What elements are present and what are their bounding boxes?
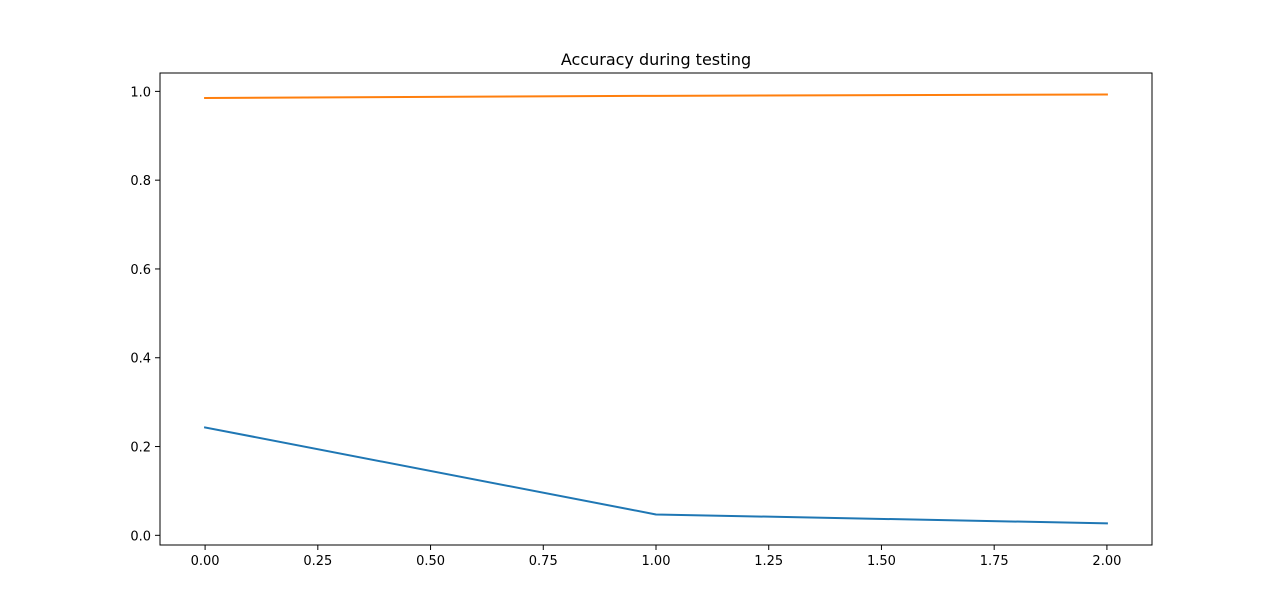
y-tick-label: 0.6 (130, 263, 151, 278)
series-line-2 (204, 93, 1108, 100)
x-tick-label: 1.00 (642, 554, 671, 569)
y-tick-label: 0.2 (130, 441, 151, 456)
x-tick-label: 1.25 (754, 554, 783, 569)
chart-title: Accuracy during testing (561, 50, 751, 69)
series-line-1 (203, 426, 1108, 525)
plot-area: 0.00 0.25 0.50 0.75 1.00 1.25 1.50 1.75 2.00 0.0 0… (130, 72, 1153, 569)
x-tick-label: 0.75 (529, 554, 558, 569)
x-tick-label: 0.50 (416, 554, 445, 569)
y-tick-label: 1.0 (130, 85, 151, 100)
x-tick-label: 1.50 (867, 554, 896, 569)
x-tick-label: 0.00 (191, 554, 220, 569)
x-tick-label: 1.75 (980, 554, 1009, 569)
y-tick-label: 0.4 (130, 352, 151, 367)
x-tick-label: 2.00 (1092, 554, 1121, 569)
y-tick-label: 0.8 (130, 174, 151, 189)
x-tick-label: 0.25 (303, 554, 332, 569)
y-tick-label: 0.0 (130, 529, 151, 544)
